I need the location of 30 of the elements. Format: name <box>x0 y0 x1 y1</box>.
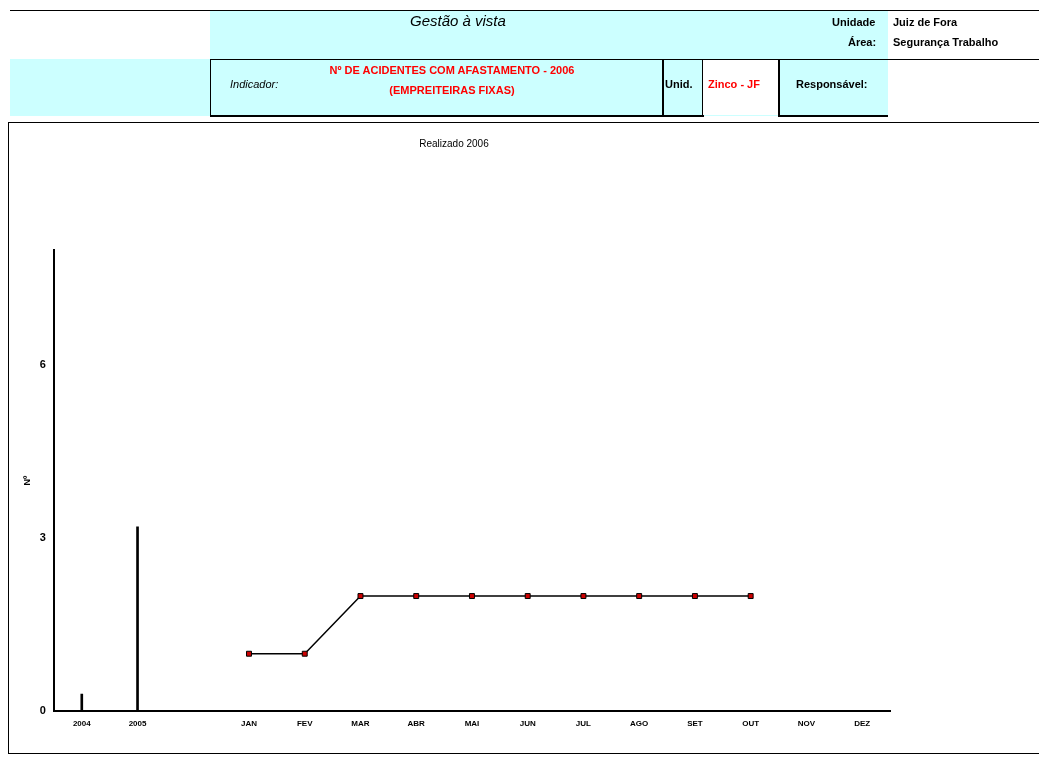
text: Responsável: <box>796 78 868 90</box>
x-tick-label: FEV <box>296 719 314 729</box>
x-tick-label: MAR <box>351 719 370 729</box>
x-tick-label: ABR <box>407 719 426 729</box>
x-tick-label: 2005 <box>128 719 147 729</box>
text: Unid. <box>665 78 693 90</box>
x-tick-label: JAN <box>241 719 258 729</box>
y-tick-label: 0 <box>39 704 46 717</box>
text: Nº DE ACIDENTES COM AFASTAMENTO - 2006 <box>329 64 575 76</box>
text: (EMPREITEIRAS FIXAS) <box>389 84 515 96</box>
x-tick-label: NOV <box>797 719 816 729</box>
text: Juiz de Fora <box>893 16 958 28</box>
text: Gestão à vista <box>410 12 506 29</box>
x-tick-label: 2004 <box>72 719 92 729</box>
text: Área: <box>848 36 877 48</box>
y-tick-label: 3 <box>39 531 46 544</box>
y-tick-label: 6 <box>39 358 46 371</box>
text: Zinco - JF <box>708 78 760 90</box>
x-tick-label: DEZ <box>854 719 871 729</box>
x-tick-label: AGO <box>630 719 649 729</box>
text: Segurança Trabalho <box>893 36 999 48</box>
x-tick-label: JUL <box>575 719 592 729</box>
y-axis-title: Nº <box>21 475 32 486</box>
text: Indicador: <box>230 78 279 90</box>
x-tick-label: SET <box>687 719 703 729</box>
text: Unidade <box>832 16 876 28</box>
x-tick-label: MAI <box>464 719 480 729</box>
x-tick-label: OUT <box>742 719 760 729</box>
x-tick-label: JUN <box>519 719 536 729</box>
chart-title: Realizado 2006 <box>419 137 490 149</box>
